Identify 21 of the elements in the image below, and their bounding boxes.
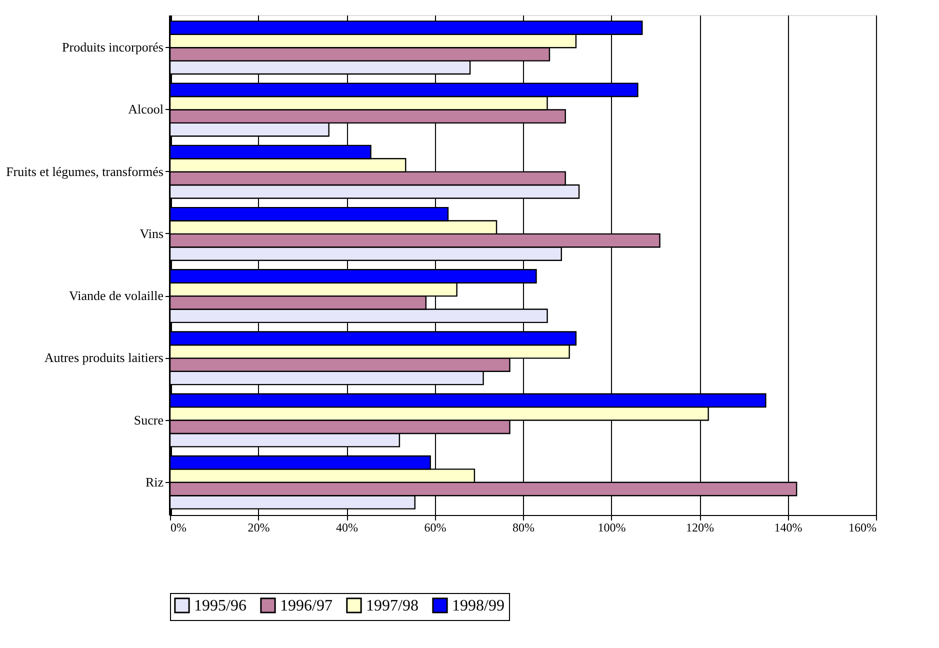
x-tick-label: 60%	[424, 520, 446, 534]
y-tick-label: Fruits et légumes, transformés	[6, 164, 164, 179]
y-tick-label: Vins	[140, 226, 164, 241]
legend-label: 1997/98	[366, 597, 418, 614]
y-tick-label: Viande de volaille	[68, 288, 164, 304]
legend-label: 1998/99	[452, 597, 504, 614]
y-tick-label: Autres produits laitiers	[44, 350, 164, 366]
legend-label: 1996/97	[280, 597, 332, 614]
x-tick-label: 0%	[170, 520, 186, 534]
x-tick-label: 80%	[512, 520, 534, 534]
y-tick-label: Produits incorporés	[62, 40, 164, 55]
legend-label: 1995/96	[194, 597, 246, 614]
y-tick-label: Alcool	[128, 102, 164, 117]
y-tick-label: Sucre	[134, 412, 164, 428]
x-tick-label: 160%	[848, 520, 876, 534]
y-tick-label: Riz	[145, 474, 164, 490]
x-tick-label: 140%	[774, 520, 802, 534]
x-tick-label: 120%	[686, 520, 714, 534]
x-tick-label: 40%	[336, 520, 358, 534]
x-tick-label: 100%	[598, 520, 626, 534]
x-tick-label: 20%	[248, 520, 270, 534]
